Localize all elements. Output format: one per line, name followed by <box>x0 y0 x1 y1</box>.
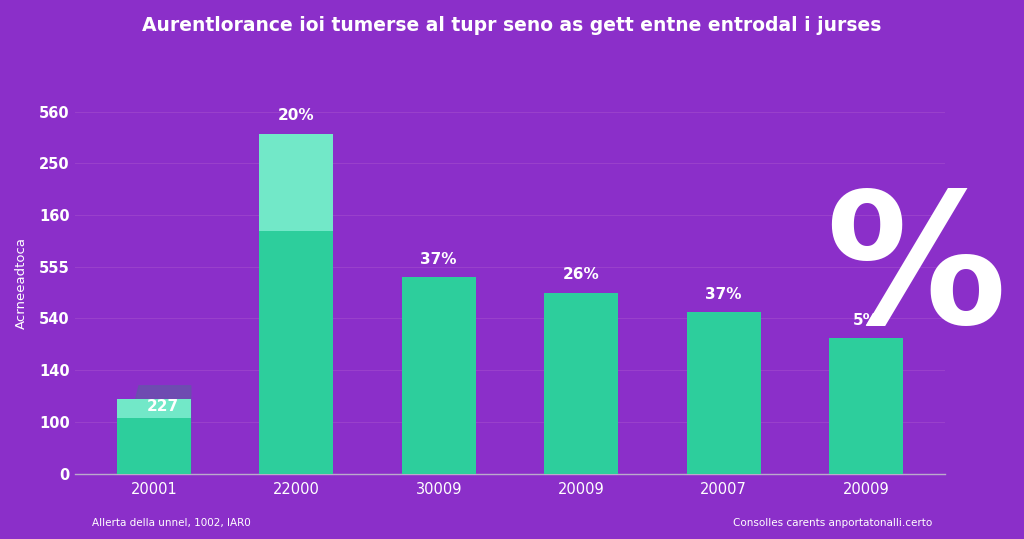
Text: 5%: 5% <box>853 313 879 328</box>
Text: 37%: 37% <box>706 287 742 302</box>
Bar <box>829 338 903 474</box>
Polygon shape <box>117 386 190 474</box>
Bar <box>117 418 190 474</box>
Y-axis label: Acrneeadtoca: Acrneeadtoca <box>15 237 28 329</box>
Bar <box>401 277 476 474</box>
Text: 26%: 26% <box>563 267 600 282</box>
Text: %: % <box>825 185 1007 361</box>
Text: 37%: 37% <box>421 252 457 267</box>
Text: Allerta della unnel, 1002, IAR0: Allerta della unnel, 1002, IAR0 <box>92 517 251 528</box>
Text: Aurentlorance ioi tumerse al tupr seno as gett entne entrodal i jurses: Aurentlorance ioi tumerse al tupr seno a… <box>142 16 882 35</box>
Text: 227: 227 <box>146 399 179 414</box>
Text: Consolles carents anportatonalli.certo: Consolles carents anportatonalli.certo <box>732 517 932 528</box>
Bar <box>117 399 190 418</box>
Bar <box>687 312 761 474</box>
Bar <box>259 134 333 231</box>
Text: 20%: 20% <box>278 108 314 123</box>
Bar <box>259 231 333 474</box>
Bar <box>544 293 618 474</box>
